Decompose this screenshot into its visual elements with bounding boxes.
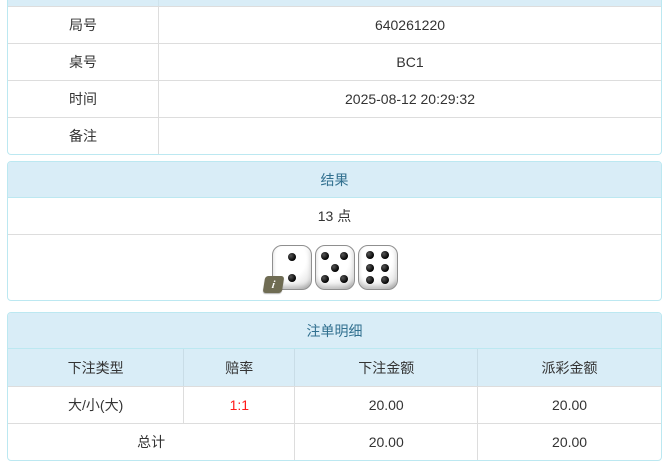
bet-detail-title: 注单明细 [8,313,661,349]
payout-amount-value: 20.00 [552,397,588,413]
table-number-value: BC1 [396,54,424,70]
die-pip [366,275,375,284]
total-payout-amount: 20.00 [552,434,588,450]
total-label: 总计 [8,424,296,460]
info-row-table-number: 桌号 BC1 [8,43,661,80]
die-2-value-5 [314,245,355,290]
column-header-bet-amount: 下注金额 [295,349,479,386]
cutoff-header-cell [8,0,159,6]
game-number-label: 局号 [8,7,159,43]
column-header-odds: 赔率 [184,349,296,386]
bet-amount-value: 20.00 [295,387,479,423]
dice-row: i [8,235,661,300]
die-3-value-6 [357,245,398,290]
result-panel-title: 结果 [8,162,661,198]
die-pip [321,251,330,260]
die-1-value-2: i [262,245,312,293]
total-bet-amount: 20.00 [295,424,479,460]
cutoff-header-row [8,0,661,6]
info-row-time: 时间 2025-08-12 20:29:32 [8,80,661,117]
die-pip [287,274,296,283]
remark-value [159,118,661,154]
info-row-game-number: 局号 640261220 [8,6,661,43]
bet-type-value: 大/小(大) [8,387,185,423]
column-header-payout-amount: 派彩金额 [541,359,598,376]
die-pip [330,263,339,272]
die-pip [339,251,348,260]
bet-table-row: 大/小(大) 1:1 20.00 20.00 [8,386,661,423]
info-icon[interactable]: i [262,276,284,293]
bet-detail-panel: 注单明细 下注类型 赔率 下注金额 派彩金额 大/小(大) 1:1 20.00 … [7,312,662,461]
time-label: 时间 [8,81,159,117]
bet-odds-value: 1:1 [184,387,296,423]
die-pip [287,252,296,261]
column-header-bet-type: 下注类型 [8,349,185,386]
die-pip [380,263,389,272]
result-panel: 结果 13 点 i [7,161,662,301]
game-info-panel: 局号 640261220 桌号 BC1 时间 2025-08-12 20:29:… [7,0,662,155]
die-pip [339,275,348,284]
die-pip [321,275,330,284]
bet-table-total-row: 总计 20.00 20.00 [8,423,661,460]
die-pip [366,263,375,272]
result-points: 13 点 [8,198,661,235]
bet-table-header-row: 下注类型 赔率 下注金额 派彩金额 [8,349,661,386]
time-value: 2025-08-12 20:29:32 [345,91,475,107]
die-pip [380,251,389,260]
game-number-value: 640261220 [374,17,446,33]
table-number-label: 桌号 [8,44,159,80]
die-pip [380,275,389,284]
die-pip [366,251,375,260]
remark-label: 备注 [8,118,159,154]
info-row-remark: 备注 [8,117,661,154]
